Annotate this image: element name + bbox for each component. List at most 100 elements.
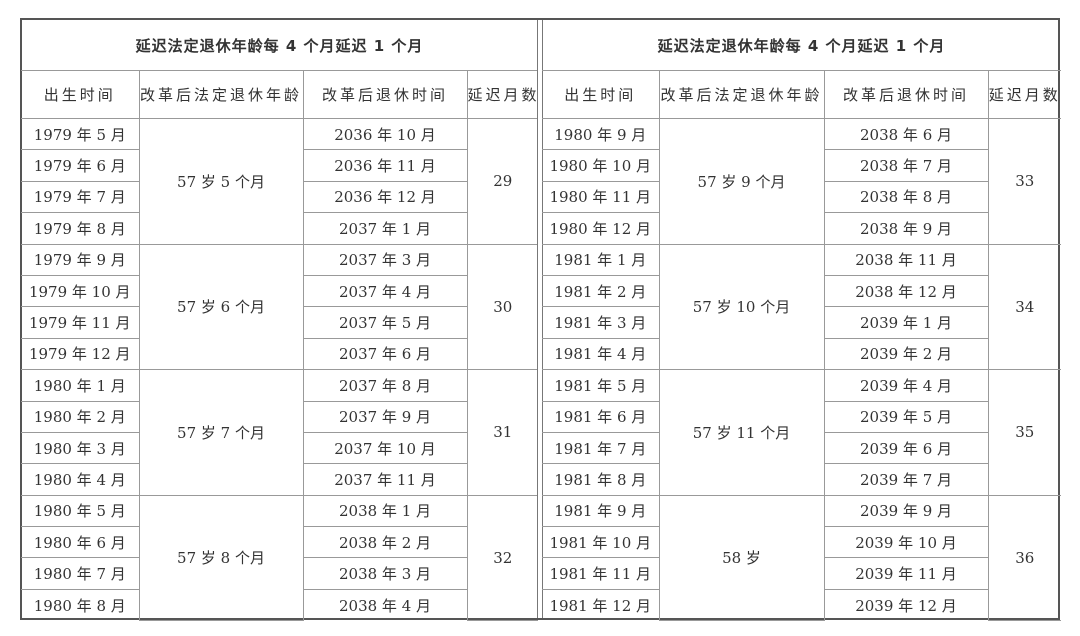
retirement-date-cell: 2036 年 10 月 [302,117,468,151]
retirement-date-cell: 2038 年 6 月 [823,117,989,151]
birth-date-cell: 1980 年 11 月 [542,180,660,214]
delay-months-cell: 30 [466,243,539,371]
column-header: 改革后退休时间 [823,70,989,119]
birth-date-cell: 1980 年 8 月 [21,588,140,621]
retirement-date-cell: 2037 年 9 月 [302,400,467,433]
column-header: 延迟月数 [987,70,1062,119]
birth-date-cell: 1981 年 3 月 [542,306,660,339]
table-row: 1979 年 9 月 57 岁 6 个月 2037 年 3 月 30 [21,243,539,371]
table-row: 1981 年 10 月 2039 年 10 月 [542,526,1061,559]
table-row: 1980 年 10 月 2038 年 7 月 [542,149,1061,182]
retirement-date-cell: 2037 年 10 月 [302,431,467,465]
table-row: 1981 年 7 月 2039 年 6 月 [542,431,1061,465]
birth-date-cell: 1981 年 4 月 [542,337,660,371]
birth-date-cell: 1980 年 12 月 [542,212,660,245]
retirement-date-cell: 2036 年 11 月 [302,149,467,182]
retirement-age-cell: 57 岁 8 个月 [138,494,304,621]
retirement-date-cell: 2039 年 7 月 [823,463,988,496]
retirement-date-cell: 2039 年 5 月 [823,400,988,433]
birth-date-cell: 1980 年 3 月 [21,431,140,465]
table-row: 1979 年 12 月 2037 年 6 月 [21,337,538,371]
delay-months-cell: 36 [987,494,1062,621]
birth-date-cell: 1981 年 1 月 [542,243,660,276]
header-row: 出生时间 改革后法定退休年龄 改革后退休时间 延迟月数 [542,70,1062,119]
table-row: 1979 年 10 月 2037 年 4 月 [21,274,538,308]
retirement-date-cell: 2037 年 5 月 [302,306,467,339]
table-row: 1981 年 9 月 58 岁 2039 年 9 月 36 [542,494,1062,621]
header-row: 出生时间 改革后法定退休年龄 改革后退休时间 延迟月数 [21,70,539,119]
birth-date-cell: 1981 年 5 月 [542,369,660,402]
retirement-date-cell: 2038 年 12 月 [823,274,988,308]
birth-date-cell: 1981 年 6 月 [542,400,660,433]
table-row: 1979 年 5 月 57 岁 5 个月 2036 年 10 月 29 [21,117,539,245]
retirement-age-cell: 57 岁 7 个月 [138,369,304,496]
birth-date-cell: 1981 年 2 月 [542,274,660,308]
retirement-date-cell: 2039 年 11 月 [823,557,988,590]
birth-date-cell: 1979 年 9 月 [21,243,140,276]
column-header: 出生时间 [21,70,140,119]
table-title-row: 延迟法定退休年龄每 4 个月延迟 1 个月 [542,20,1062,71]
birth-date-cell: 1980 年 7 月 [21,557,140,590]
retirement-date-cell: 2039 年 9 月 [823,494,989,528]
birth-date-cell: 1979 年 6 月 [21,149,140,182]
birth-date-cell: 1980 年 4 月 [21,463,140,496]
table-title: 延迟法定退休年龄每 4 个月延迟 1 个月 [21,20,539,71]
right-table: 延迟法定退休年龄每 4 个月延迟 1 个月 出生时间 改革后法定退休年龄 改革后退休时… [542,20,1062,621]
column-header: 出生时间 [542,70,660,119]
column-header: 延迟月数 [466,70,539,119]
table-row: 1981 年 4 月 2039 年 2 月 [542,337,1061,371]
delay-months-cell: 29 [466,118,539,245]
birth-date-cell: 1980 年 5 月 [21,494,140,528]
retirement-date-cell: 2037 年 4 月 [302,274,467,308]
retirement-date-cell: 2038 年 4 月 [302,588,467,621]
table-title: 延迟法定退休年龄每 4 个月延迟 1 个月 [542,20,1062,71]
birth-date-cell: 1981 年 11 月 [542,557,660,590]
birth-date-cell: 1981 年 9 月 [542,494,660,528]
retirement-date-cell: 2038 年 8 月 [823,180,988,214]
retirement-date-cell: 2037 年 8 月 [302,369,468,402]
table-row: 1981 年 6 月 2039 年 5 月 [542,400,1061,433]
delay-months-cell: 35 [987,369,1062,496]
table-row: 1980 年 12 月 2038 年 9 月 [542,212,1061,245]
retirement-age-cell: 58 岁 [658,494,825,621]
retirement-date-cell: 2037 年 3 月 [302,243,468,276]
retirement-age-cell: 57 岁 11 个月 [658,369,825,496]
retirement-date-cell: 2038 年 9 月 [823,212,988,245]
delay-months-cell: 32 [466,494,539,621]
birth-date-cell: 1980 年 6 月 [21,526,140,559]
table-row: 1981 年 12 月 2039 年 12 月 [542,588,1061,621]
birth-date-cell: 1980 年 1 月 [21,369,140,402]
table-row: 1979 年 6 月 2036 年 11 月 [21,149,538,182]
birth-date-cell: 1980 年 10 月 [542,149,660,182]
table-row: 1980 年 5 月 57 岁 8 个月 2038 年 1 月 32 [21,494,539,621]
retirement-date-cell: 2037 年 11 月 [302,463,467,496]
column-header: 改革后退休时间 [302,70,468,119]
table-row: 1981 年 11 月 2039 年 11 月 [542,557,1061,590]
table-row: 1980 年 6 月 2038 年 2 月 [21,526,538,559]
table-row: 1980 年 9 月 57 岁 9 个月 2038 年 6 月 33 [542,117,1062,245]
retirement-age-cell: 57 岁 5 个月 [138,118,304,245]
birth-date-cell: 1979 年 10 月 [21,274,140,308]
delay-months-cell: 33 [987,118,1062,245]
retirement-date-cell: 2037 年 6 月 [302,337,467,371]
table-row: 1980 年 7 月 2038 年 3 月 [21,557,538,590]
table-row: 1980 年 3 月 2037 年 10 月 [21,431,538,465]
retirement-date-cell: 2039 年 1 月 [823,306,988,339]
table-row: 1980 年 2 月 2037 年 9 月 [21,400,538,433]
retirement-date-cell: 2038 年 11 月 [823,243,989,276]
table-row: 1980 年 1 月 57 岁 7 个月 2037 年 8 月 31 [21,369,539,496]
retirement-age-cell: 57 岁 10 个月 [658,243,825,371]
birth-date-cell: 1981 年 7 月 [542,431,660,465]
retirement-date-cell: 2039 年 12 月 [823,588,988,621]
retirement-date-cell: 2039 年 2 月 [823,337,988,371]
left-table: 延迟法定退休年龄每 4 个月延迟 1 个月 出生时间 改革后法定退休年龄 改革后退休时… [21,20,539,621]
table-row: 1981 年 8 月 2039 年 7 月 [542,463,1061,496]
birth-date-cell: 1979 年 12 月 [21,337,140,371]
retirement-age-cell: 57 岁 9 个月 [658,118,825,245]
retirement-date-cell: 2039 年 4 月 [823,369,989,402]
table-row: 1979 年 11 月 2037 年 5 月 [21,306,538,339]
column-header: 改革后法定退休年龄 [658,70,825,119]
retirement-tables: 延迟法定退休年龄每 4 个月延迟 1 个月 出生时间 改革后法定退休年龄 改革后退休时… [20,18,1062,621]
birth-date-cell: 1981 年 8 月 [542,463,660,496]
birth-date-cell: 1980 年 9 月 [542,117,660,151]
